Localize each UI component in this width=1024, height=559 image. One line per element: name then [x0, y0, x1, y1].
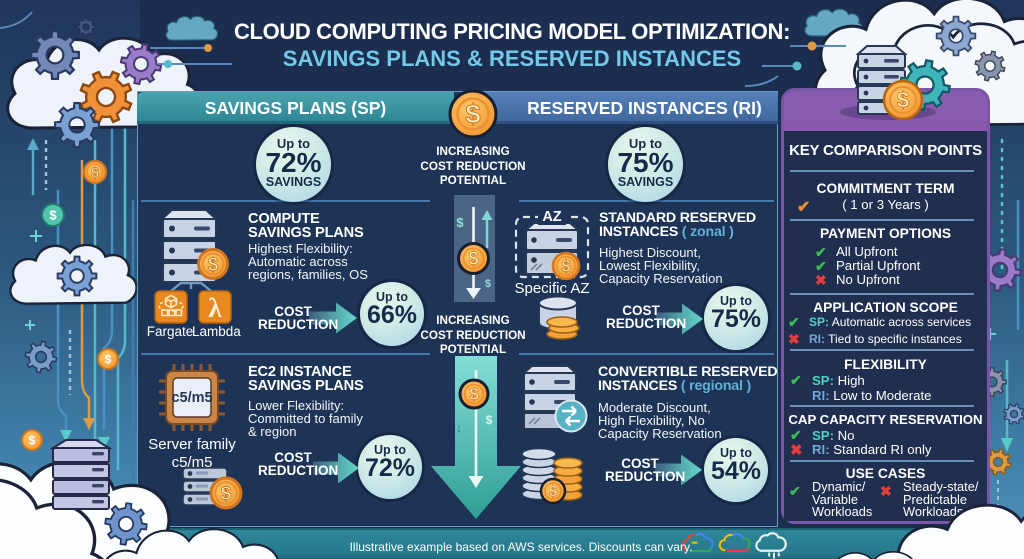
- svg-text:$: $: [105, 353, 112, 367]
- svg-text:$: $: [49, 208, 57, 223]
